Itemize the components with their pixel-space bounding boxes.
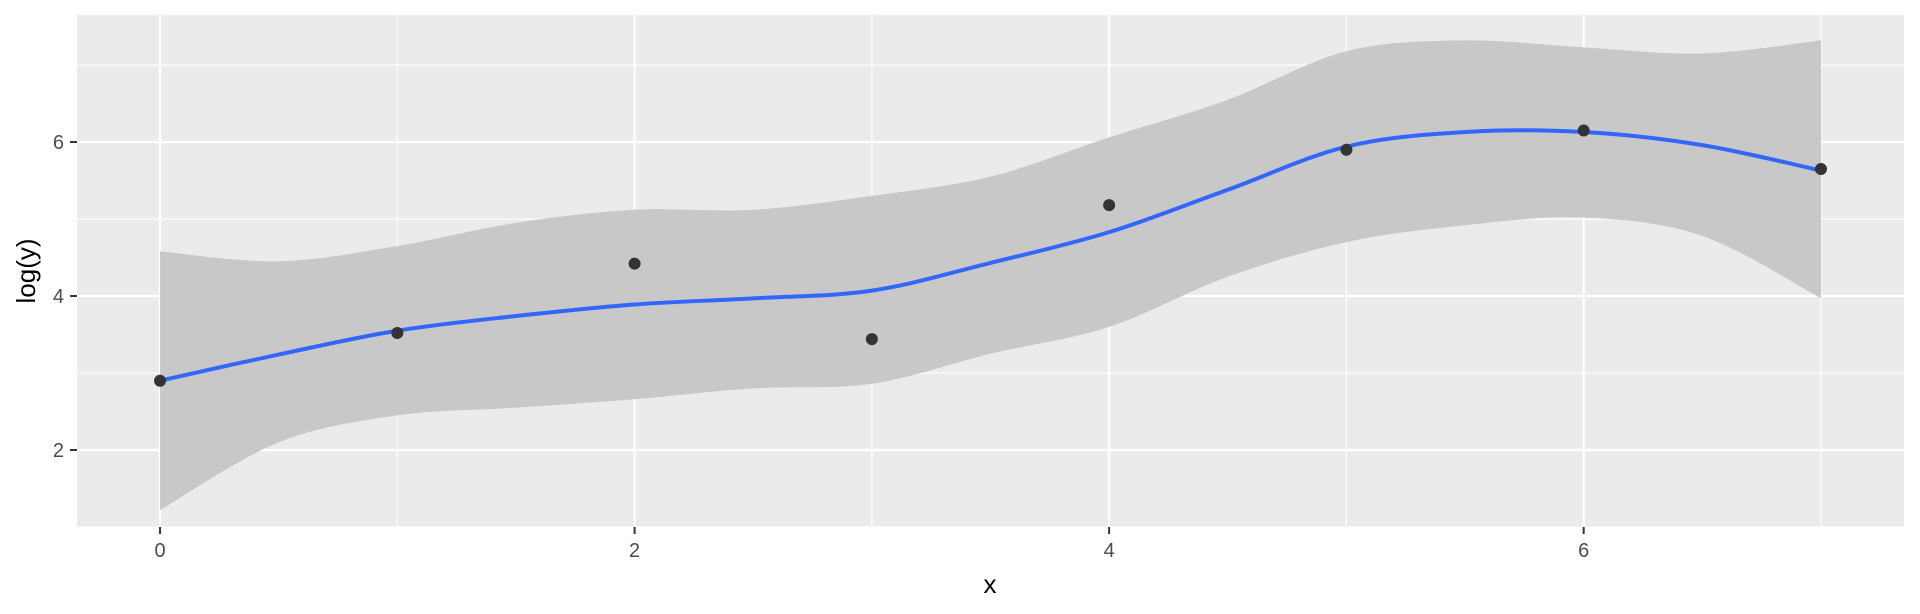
x-tick-label: 2 [629, 540, 640, 562]
data-point [391, 326, 404, 339]
data-point [1340, 143, 1353, 156]
data-point [628, 257, 641, 270]
data-point [154, 374, 167, 387]
data-points [154, 124, 1827, 387]
x-axis-title: x [984, 569, 997, 599]
y-tick-label: 2 [53, 440, 64, 462]
y-axis-title: log(y) [11, 238, 41, 303]
data-point [865, 333, 878, 346]
x-axis-ticks: 0 2 4 6 [154, 527, 1589, 562]
confidence-ribbon [160, 40, 1821, 511]
x-tick-label: 6 [1578, 540, 1589, 562]
y-tick-label: 4 [53, 286, 64, 308]
x-tick-label: 4 [1104, 540, 1115, 562]
x-tick-label: 0 [154, 540, 165, 562]
y-tick-label: 6 [53, 132, 64, 154]
data-point [1103, 199, 1116, 212]
y-axis-ticks: 2 4 6 [53, 132, 77, 462]
data-point [1577, 124, 1590, 137]
data-point [1814, 162, 1827, 175]
smooth-line [159, 128, 1822, 383]
